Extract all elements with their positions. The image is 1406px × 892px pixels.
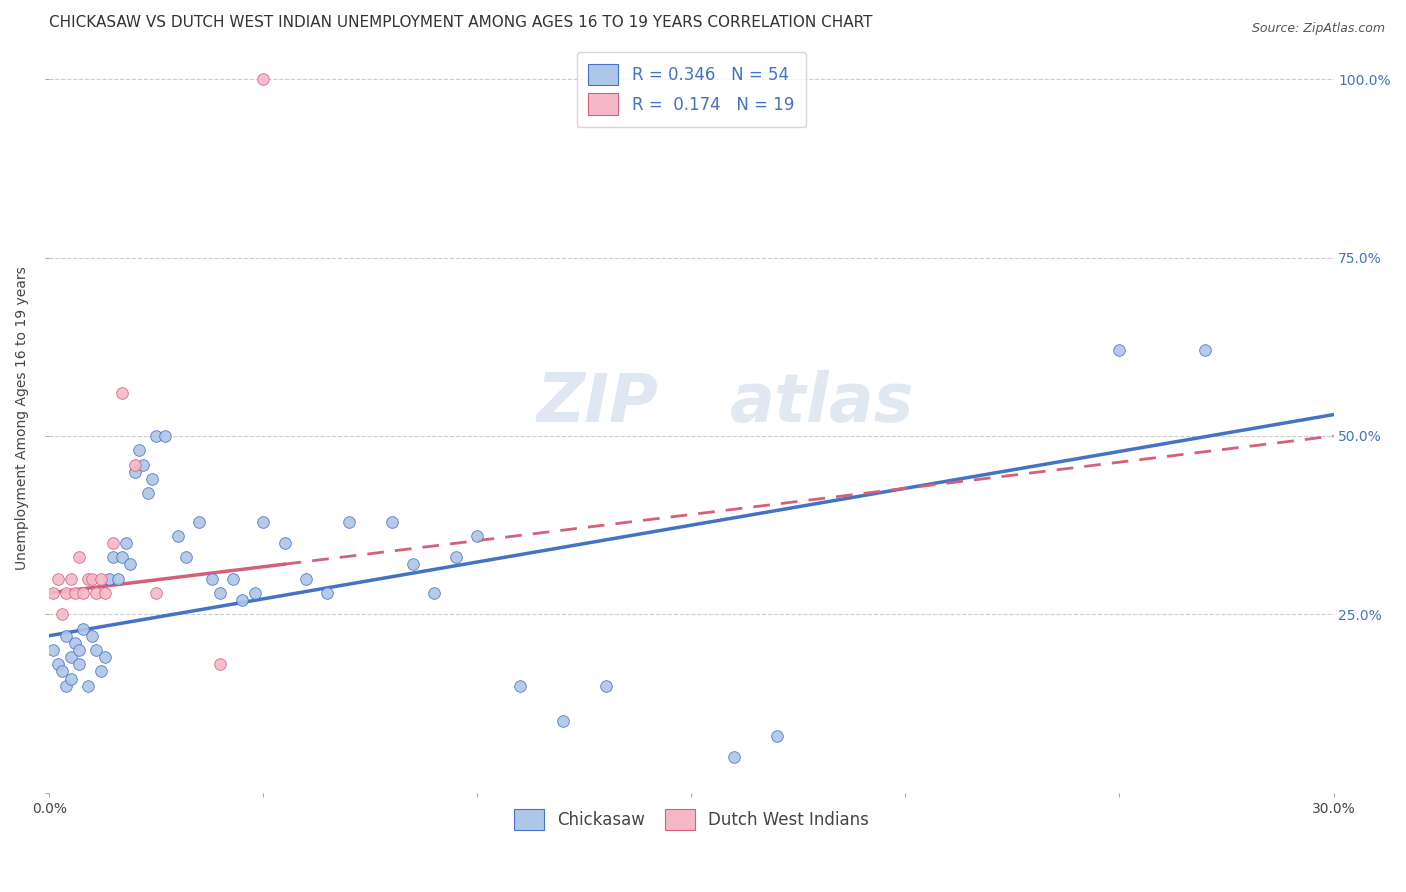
Point — [128, 443, 150, 458]
Point — [209, 586, 232, 600]
Point — [551, 714, 574, 729]
Point — [145, 586, 167, 600]
Point — [201, 572, 224, 586]
Point — [595, 679, 617, 693]
Point — [1108, 343, 1130, 358]
Point — [188, 515, 211, 529]
Point — [115, 536, 138, 550]
Point — [252, 72, 274, 87]
Point — [166, 529, 188, 543]
Legend: Chickasaw, Dutch West Indians: Chickasaw, Dutch West Indians — [508, 802, 876, 837]
Point — [465, 529, 488, 543]
Point — [59, 650, 82, 665]
Point — [103, 550, 125, 565]
Point — [76, 679, 98, 693]
Point — [42, 643, 65, 657]
Point — [295, 572, 318, 586]
Point — [103, 536, 125, 550]
Point — [120, 558, 142, 572]
Point — [46, 572, 69, 586]
Point — [723, 750, 745, 764]
Point — [55, 586, 77, 600]
Point — [46, 657, 69, 672]
Y-axis label: Unemployment Among Ages 16 to 19 years: Unemployment Among Ages 16 to 19 years — [15, 267, 30, 570]
Point — [67, 550, 90, 565]
Point — [273, 536, 295, 550]
Point — [72, 622, 94, 636]
Point — [51, 607, 73, 622]
Point — [59, 572, 82, 586]
Point — [222, 572, 245, 586]
Point — [80, 629, 103, 643]
Point — [444, 550, 467, 565]
Point — [59, 672, 82, 686]
Point — [132, 458, 155, 472]
Point — [231, 593, 253, 607]
Point — [94, 650, 117, 665]
Point — [98, 572, 121, 586]
Point — [111, 550, 134, 565]
Point — [55, 679, 77, 693]
Text: CHICKASAW VS DUTCH WEST INDIAN UNEMPLOYMENT AMONG AGES 16 TO 19 YEARS CORRELATIO: CHICKASAW VS DUTCH WEST INDIAN UNEMPLOYM… — [49, 15, 873, 30]
Point — [94, 586, 117, 600]
Point — [84, 643, 107, 657]
Point — [89, 572, 111, 586]
Text: ZIP: ZIP — [537, 370, 659, 436]
Point — [42, 586, 65, 600]
Point — [136, 486, 159, 500]
Point — [72, 586, 94, 600]
Point — [509, 679, 531, 693]
Point — [1194, 343, 1216, 358]
Point — [107, 572, 129, 586]
Point — [89, 665, 111, 679]
Point — [124, 458, 146, 472]
Point — [252, 515, 274, 529]
Point — [209, 657, 232, 672]
Point — [51, 665, 73, 679]
Point — [76, 572, 98, 586]
Point — [423, 586, 446, 600]
Point — [174, 550, 197, 565]
Point — [402, 558, 425, 572]
Point — [124, 465, 146, 479]
Point — [145, 429, 167, 443]
Point — [55, 629, 77, 643]
Point — [316, 586, 339, 600]
Point — [153, 429, 176, 443]
Point — [63, 636, 86, 650]
Text: Source: ZipAtlas.com: Source: ZipAtlas.com — [1251, 22, 1385, 36]
Point — [80, 572, 103, 586]
Point — [381, 515, 404, 529]
Text: atlas: atlas — [730, 370, 914, 436]
Point — [63, 586, 86, 600]
Point — [67, 657, 90, 672]
Point — [766, 729, 789, 743]
Point — [141, 472, 163, 486]
Point — [84, 586, 107, 600]
Point — [67, 643, 90, 657]
Point — [337, 515, 360, 529]
Point — [111, 386, 134, 401]
Point — [243, 586, 266, 600]
